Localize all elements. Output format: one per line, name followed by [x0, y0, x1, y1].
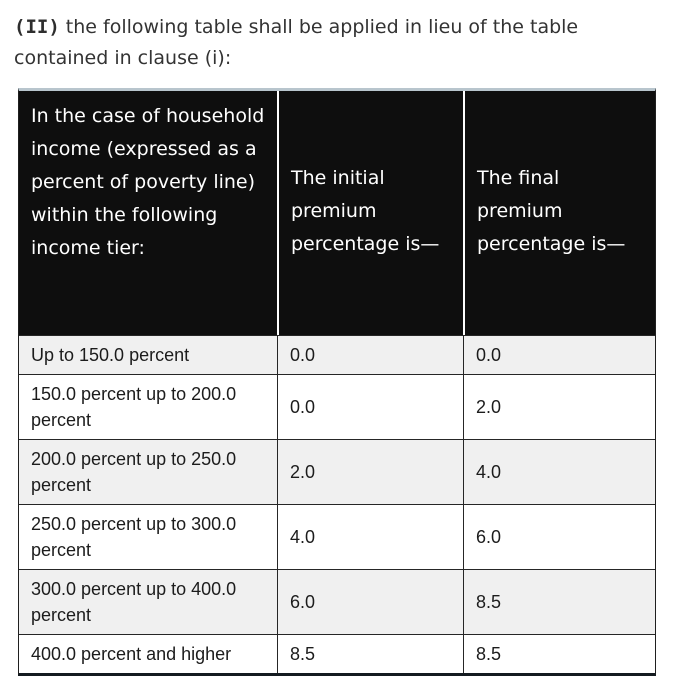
header-cell-income-tier: In the case of household income (express…	[19, 91, 277, 335]
table-row: 200.0 percent up to 250.0 percent 2.0 4.…	[19, 439, 655, 504]
initial-value-cell: 0.0	[277, 374, 463, 439]
final-value-cell: 8.5	[463, 634, 655, 673]
tier-cell: 300.0 percent up to 400.0 percent	[19, 569, 277, 634]
tier-cell: 400.0 percent and higher	[19, 634, 277, 673]
tier-cell: 250.0 percent up to 300.0 percent	[19, 504, 277, 569]
initial-value-cell: 2.0	[277, 439, 463, 504]
tier-cell: Up to 150.0 percent	[19, 335, 277, 374]
header-cell-final-premium: The final premium percentage is—	[463, 91, 655, 335]
table-row: Up to 150.0 percent 0.0 0.0	[19, 335, 655, 374]
header-row: In the case of household income (express…	[19, 91, 655, 335]
final-value-cell: 0.0	[463, 335, 655, 374]
premium-percentage-table: In the case of household income (express…	[18, 88, 656, 676]
initial-value-cell: 8.5	[277, 634, 463, 673]
table-row: 400.0 percent and higher 8.5 8.5	[19, 634, 655, 673]
table-body: Up to 150.0 percent 0.0 0.0 150.0 percen…	[19, 335, 655, 673]
table-header: In the case of household income (express…	[19, 91, 655, 335]
final-value-cell: 6.0	[463, 504, 655, 569]
header-cell-initial-premium: The initial premium percentage is—	[277, 91, 463, 335]
clause-intro-text: (II) the following table shall be applie…	[14, 12, 619, 74]
clause-marker: (II)	[14, 16, 60, 38]
initial-value-cell: 4.0	[277, 504, 463, 569]
final-value-cell: 4.0	[463, 439, 655, 504]
table-row: 300.0 percent up to 400.0 percent 6.0 8.…	[19, 569, 655, 634]
final-value-cell: 2.0	[463, 374, 655, 439]
table-row: 250.0 percent up to 300.0 percent 4.0 6.…	[19, 504, 655, 569]
final-value-cell: 8.5	[463, 569, 655, 634]
initial-value-cell: 6.0	[277, 569, 463, 634]
clause-body-text: the following table shall be applied in …	[14, 16, 579, 69]
initial-value-cell: 0.0	[277, 335, 463, 374]
tier-cell: 150.0 percent up to 200.0 percent	[19, 374, 277, 439]
tier-cell: 200.0 percent up to 250.0 percent	[19, 439, 277, 504]
table-row: 150.0 percent up to 200.0 percent 0.0 2.…	[19, 374, 655, 439]
